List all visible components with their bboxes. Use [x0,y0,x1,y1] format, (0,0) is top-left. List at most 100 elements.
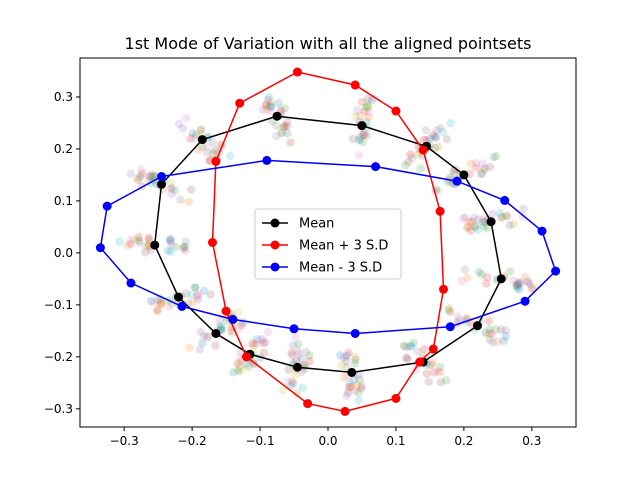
scatter-point [298,383,307,392]
series-marker [347,367,357,377]
scatter-point [193,289,203,299]
scatter-point [432,126,441,135]
legend-item: Mean - 3 S.D [262,261,382,276]
scatter-point [356,112,365,121]
scatter-point [466,226,475,235]
scatter-point [229,368,238,377]
scatter-point [261,338,270,347]
scatter-point [267,101,276,111]
scatter-point [464,217,474,227]
scatter-point [206,290,215,299]
scatter-point [258,335,267,344]
scatter-point [167,189,176,199]
scatter-point [174,119,184,129]
scatter-point [236,367,245,376]
series-marker [126,278,136,288]
scatter-point [479,165,489,175]
chart-title: 1st Mode of Variation with all the align… [125,34,532,53]
scatter-point [430,133,440,142]
scatter-point [243,362,253,372]
scatter-point [208,138,218,147]
scatter-point [178,124,188,133]
scatter-point [286,138,295,148]
scatter-point [205,156,214,166]
series-marker [500,195,510,205]
scatter-point [479,214,488,223]
scatter-point [351,352,360,362]
y-tick-label: −0.2 [44,350,73,364]
scatter-point [416,164,425,173]
series-marker [211,156,221,166]
scatter-point [402,343,411,352]
scatter-point [266,106,276,116]
scatter-point [513,278,522,287]
scatter-point [428,358,438,367]
scatter-point [286,138,295,147]
series-marker [177,301,187,311]
scatter-point [513,279,523,289]
scatter-point [446,119,455,128]
scatter-point [261,101,270,110]
x-tick-label: −0.2 [178,434,207,448]
scatter-point [282,121,291,131]
scatter-point [399,341,409,350]
scatter-point [156,299,166,309]
scatter-point [305,351,314,360]
scatter-point [513,281,522,290]
series-marker [262,155,272,165]
scatter-point [399,341,409,351]
scatter-point [148,172,157,181]
scatter-point [406,342,415,351]
scatter-point [407,153,417,163]
scatter-point [478,217,487,227]
scatter-point [354,396,363,405]
scatter-point [433,142,443,151]
scatter-point [431,133,441,142]
scatter-point [233,308,243,317]
series-marker [350,328,360,338]
scatter-point [194,295,203,304]
scatter-point [141,241,151,251]
scatter-point [157,298,166,308]
scatter-point [480,164,489,173]
y-tick-label: 0.0 [54,246,73,260]
scatter-point [184,197,193,207]
scatter-point [265,101,275,111]
series-marker [221,306,231,316]
scatter-point [145,172,155,181]
scatter-point [342,356,351,366]
series-marker [102,201,112,211]
scatter-point [182,113,191,123]
series-marker [472,321,482,331]
scatter-point [199,331,209,340]
scatter-point [146,296,156,306]
scatter-point [250,359,259,369]
scatter-point [404,157,413,167]
x-tick-label: −0.1 [245,434,274,448]
scatter-point [405,150,415,160]
y-tick-label: 0.2 [54,142,73,156]
series-marker [235,98,245,108]
x-tick-label: 0.3 [522,434,541,448]
scatter-point [171,242,181,251]
scatter-point [450,169,459,179]
scatter-point [203,332,213,341]
scatter-point [167,184,176,193]
scatter-point [485,324,494,334]
scatter-point [259,348,269,357]
scatter-point [284,365,293,374]
scatter-point [364,103,373,112]
series-marker [418,145,428,155]
series-marker [391,393,401,403]
scatter-point [358,137,367,147]
scatter-point [488,329,497,339]
scatter-point [194,145,203,154]
scatter-point [519,204,528,214]
scatter-point [409,338,418,348]
scatter-point [345,382,355,392]
scatter-point [235,362,244,372]
series-layer [95,67,561,416]
scatter-point [425,361,434,371]
scatter-point [509,219,518,229]
scatter-point [198,339,207,348]
